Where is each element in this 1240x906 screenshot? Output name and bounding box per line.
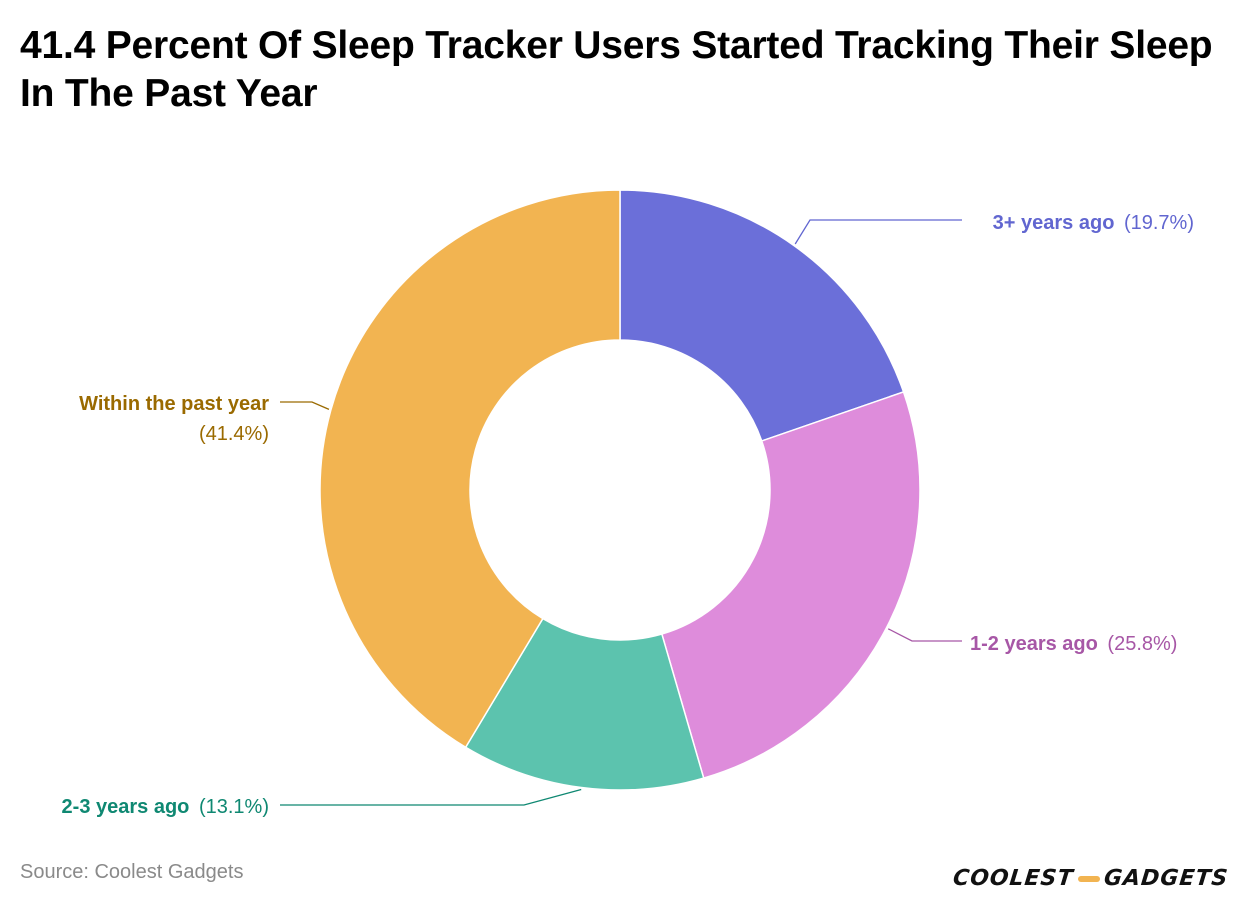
leader-line-1-2-years <box>887 628 962 642</box>
slice-label-within-past-year-name: Within the past year <box>79 393 269 415</box>
logo-word-gadgets: Gadgets <box>1102 866 1230 891</box>
slice-label-2-3-years: 2-3 years ago (13.1%) <box>62 796 269 818</box>
logo-dash-icon <box>1077 875 1100 882</box>
slice-label-3plus-years-name: 3+ years ago <box>993 212 1115 234</box>
leader-lines <box>280 219 962 806</box>
slice-label-3plus-years-value: (19.7%) <box>1124 212 1194 234</box>
slice-within-past-year <box>319 189 621 749</box>
brand-logo: Coolest Gadgets <box>951 866 1230 891</box>
slice-3plus-years <box>619 189 905 442</box>
slice-label-2-3-years-name: 2-3 years ago <box>62 796 190 818</box>
slice-label-1-2-years: 1-2 years ago (25.8%) <box>970 633 1177 655</box>
slice-label-2-3-years-value: (13.1%) <box>199 796 269 818</box>
slice-2-3-years <box>464 617 705 791</box>
leader-line-3plus-years <box>794 219 962 245</box>
slice-label-within-past-year-value: (41.4%) <box>199 423 269 445</box>
slice-label-3plus-years: 3+ years ago (19.7%) <box>993 212 1194 234</box>
source-note: Source: Coolest Gadgets <box>20 861 244 883</box>
logo-word-coolest: Coolest <box>951 866 1076 891</box>
leader-line-2-3-years <box>280 788 582 806</box>
slice-label-1-2-years-name: 1-2 years ago <box>970 633 1098 655</box>
leader-line-within-past-year <box>280 401 330 410</box>
slice-1-2-years <box>660 390 921 780</box>
donut-slices <box>319 189 921 791</box>
slice-label-1-2-years-value: (25.8%) <box>1107 633 1177 655</box>
chart-title: 41.4 Percent Of Sleep Tracker Users Star… <box>20 24 1213 115</box>
